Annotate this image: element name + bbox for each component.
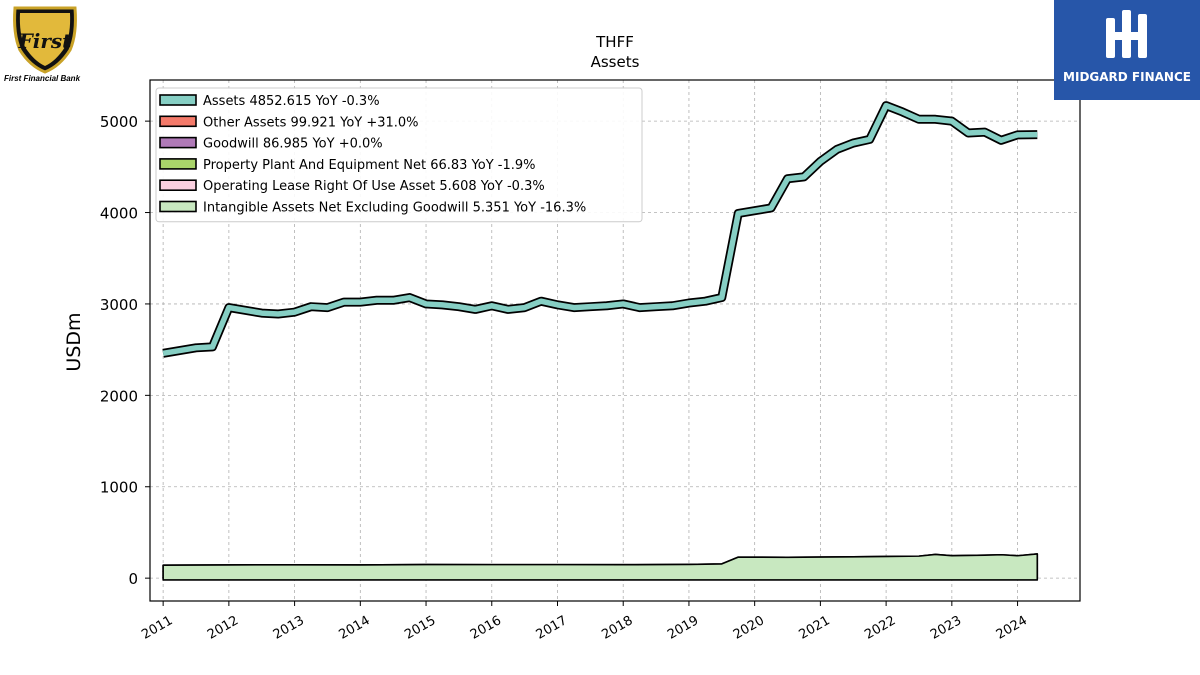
x-tick-label: 2024	[994, 613, 1030, 643]
legend-entry: Goodwill 86.985 YoY +0.0%	[203, 137, 383, 152]
shield-icon: First	[13, 6, 77, 74]
brand-name: MIDGARD FINANCE	[1063, 70, 1191, 84]
y-tick-label: 0	[128, 570, 138, 588]
x-tick-label: 2017	[534, 613, 570, 643]
chart-title: THFF	[595, 33, 634, 51]
logo-mark-text: First	[18, 29, 73, 53]
series-line-assets	[162, 102, 1038, 357]
midgard-finance-logo: MIDGARD FINANCE	[1054, 0, 1200, 100]
x-tick-label: 2015	[402, 613, 438, 643]
legend-entry: Other Assets 99.921 YoY +31.0%	[203, 115, 419, 130]
legend-swatch	[159, 158, 197, 170]
legend-swatch	[159, 200, 197, 213]
x-tick-label: 2018	[599, 613, 635, 643]
plot-frame	[149, 79, 1081, 602]
chart-subtitle: Assets	[591, 53, 640, 71]
legend-entry: Assets 4852.615 YoY -0.3%	[203, 94, 380, 109]
y-tick-label: 2000	[100, 387, 138, 405]
y-axis-label: USDm	[63, 312, 85, 371]
x-tick-label: 2012	[205, 613, 241, 643]
x-tick-label: 2016	[468, 613, 504, 643]
y-tick-label: 1000	[100, 479, 138, 497]
midgard-mark-icon	[1106, 10, 1147, 58]
legend-box	[155, 87, 643, 223]
series-area	[162, 101, 1039, 581]
y-tick-label: 5000	[100, 113, 138, 131]
legend-swatch	[159, 115, 197, 128]
first-financial-bank-logo: First	[4, 4, 86, 88]
series-band-floor	[162, 553, 1039, 581]
legend-entry: Intangible Assets Net Excluding Goodwill…	[203, 201, 586, 216]
x-tick-label: 2021	[797, 613, 833, 643]
legend-swatch	[159, 179, 197, 191]
y-tick-label: 3000	[100, 296, 138, 314]
x-tick-label: 2023	[928, 613, 964, 643]
x-tick-label: 2022	[862, 613, 898, 643]
x-tick-label: 2019	[665, 613, 701, 643]
legend-entry: Operating Lease Right Of Use Asset 5.608…	[203, 179, 545, 194]
legend-swatch	[159, 94, 197, 106]
x-tick-label: 2011	[139, 613, 175, 643]
bank-caption: First Financial Bank	[4, 74, 81, 83]
y-tick-label: 4000	[100, 205, 138, 223]
x-tick-label: 2014	[336, 613, 372, 643]
x-tick-label: 2020	[731, 613, 767, 643]
legend-entry: Property Plant And Equipment Net 66.83 Y…	[203, 158, 536, 173]
x-tick-label: 2013	[271, 613, 307, 643]
legend-swatch	[159, 136, 197, 149]
legend: Assets 4852.615 YoY -0.3% Other Assets 99…	[155, 87, 643, 223]
